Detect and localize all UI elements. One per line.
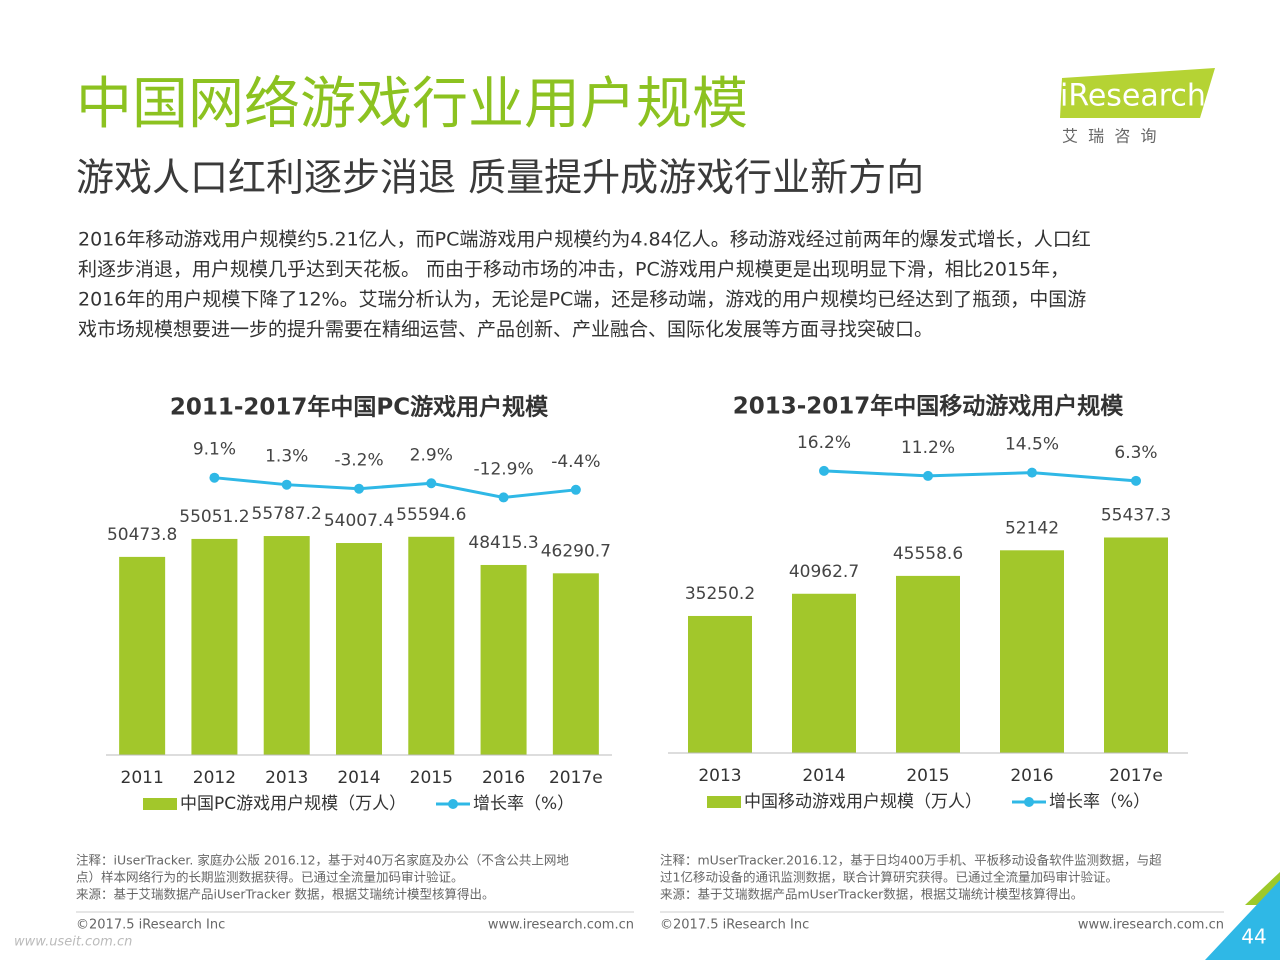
growth-line	[214, 476, 577, 499]
note: 点）样本网络行为的长期监测数据获得。已通过全流量加码审计验证。	[76, 870, 464, 885]
bar-label: 40962.7	[789, 562, 859, 582]
growth-label: 11.2%	[901, 438, 955, 458]
copyright: ©2017.5 iResearch Inc	[660, 918, 809, 933]
chart-title: 2013-2017年中国移动游戏用户规模	[733, 393, 1125, 420]
growth-point	[1027, 467, 1037, 478]
bar	[1104, 537, 1168, 753]
bar	[408, 536, 455, 755]
watermark: www.useit.com.cn	[14, 935, 132, 950]
website: www.iresearch.com.cn	[1078, 918, 1224, 933]
body-text: 利逐步消退，用户规模几乎达到天花板。 而由于移动市场的冲击，PC游戏用户规模更是…	[78, 259, 1069, 281]
legend-swatch	[143, 798, 177, 810]
x-tick-label: 2013	[698, 766, 741, 786]
corner-blue	[1205, 880, 1280, 960]
growth-line	[823, 469, 1137, 483]
bar	[552, 573, 599, 755]
note: 来源：基于艾瑞数据产品iUserTracker 数据，根据艾瑞统计模型核算得出。	[76, 887, 495, 902]
bar-label: 46290.7	[541, 541, 611, 561]
logo: iResearch	[1060, 79, 1206, 114]
copyright: ©2017.5 iResearch Inc	[76, 918, 225, 933]
bar	[792, 593, 856, 753]
x-tick-label: 2014	[802, 766, 845, 786]
body-text: 戏市场规模想要进一步的提升需要在精细运营、产品创新、产业融合、国际化发展等方面寻…	[78, 319, 933, 341]
legend-dot	[448, 799, 458, 809]
chart-title: 2011-2017年中国PC游戏用户规模	[170, 394, 549, 421]
growth-point	[354, 483, 364, 494]
growth-point	[209, 472, 220, 483]
x-tick-label: 2017e	[549, 768, 603, 788]
legend-label: 增长率（%）	[1049, 792, 1150, 812]
legend-dot	[1024, 797, 1034, 807]
bar-label: 48415.3	[468, 533, 538, 553]
bar-label: 55437.3	[1101, 505, 1171, 525]
growth-label: 2.9%	[410, 445, 453, 465]
bar-label: 55787.2	[252, 504, 322, 524]
growth-point	[281, 479, 292, 490]
logo-shape	[1060, 68, 1215, 118]
growth-label: -12.9%	[474, 459, 534, 479]
growth-label: 9.1%	[193, 440, 236, 460]
legend-swatch	[707, 796, 741, 808]
growth-label: -3.2%	[334, 451, 383, 471]
growth-label: 14.5%	[1005, 435, 1059, 455]
slide-title: 中国网络游戏行业用户规模	[76, 72, 748, 137]
bar	[896, 575, 960, 753]
growth-label: 16.2%	[797, 433, 851, 453]
legend-label: 中国移动游戏用户规模（万人）	[744, 792, 982, 812]
x-tick-label: 2011	[121, 768, 164, 788]
note: 过1亿移动设备的通讯监测数据，联合计算研究获得。已通过全流量加码审计验证。	[660, 870, 1118, 885]
bar	[119, 556, 166, 755]
growth-point	[923, 470, 933, 481]
note: 注释：iUserTracker. 家庭办公版 2016.12，基于对40万名家庭…	[76, 853, 569, 868]
x-tick-label: 2013	[265, 768, 308, 788]
x-tick-label: 2016	[482, 768, 525, 788]
x-tick-label: 2017e	[1109, 766, 1163, 786]
bar-label: 54007.4	[324, 511, 394, 531]
growth-point	[498, 492, 509, 503]
growth-point	[819, 465, 829, 476]
slide-subtitle: 游戏人口红利逐步消退 质量提升成游戏行业新方向	[76, 156, 924, 200]
body-text: 2016年的用户规模下降了12%。艾瑞分析认为，无论是PC端，还是移动端，游戏的…	[78, 289, 1086, 311]
bar	[480, 564, 527, 755]
bar-label: 52142	[1005, 518, 1059, 538]
bar	[263, 536, 310, 755]
bar	[688, 615, 752, 753]
bar-label: 35250.2	[685, 584, 755, 604]
bar-label: 55051.2	[179, 507, 249, 527]
growth-point	[426, 478, 437, 489]
growth-label: 6.3%	[1114, 443, 1157, 463]
legend-label: 中国PC游戏用户规模（万人）	[180, 794, 406, 814]
bar-label: 45558.6	[893, 544, 963, 564]
page-number: 44	[1241, 925, 1266, 949]
x-tick-label: 2012	[193, 768, 236, 788]
legend-label: 增长率（%）	[473, 794, 574, 814]
x-tick-label: 2016	[1010, 766, 1053, 786]
x-tick-label: 2015	[906, 766, 949, 786]
growth-point	[570, 484, 581, 495]
bar-label: 50473.8	[107, 525, 177, 545]
note: 注释：mUserTracker.2016.12，基于日均400万手机、平板移动设…	[660, 853, 1162, 868]
logo-cn: 艾 瑞 咨 询	[1062, 127, 1157, 146]
growth-label: -4.4%	[551, 452, 600, 472]
growth-point	[1131, 475, 1141, 486]
growth-label: 1.3%	[265, 447, 308, 467]
website: www.iresearch.com.cn	[488, 918, 634, 933]
bar	[1000, 550, 1064, 753]
x-tick-label: 2015	[410, 768, 453, 788]
body-text: 2016年移动游戏用户规模约5.21亿人，而PC端游戏用户规模约为4.84亿人。…	[78, 229, 1091, 251]
bar	[191, 538, 238, 755]
bar	[336, 543, 382, 755]
x-tick-label: 2014	[337, 768, 380, 788]
bar-label: 55594.6	[396, 505, 466, 525]
note: 来源：基于艾瑞数据产品mUserTracker数据，根据艾瑞统计模型核算得出。	[660, 887, 1083, 902]
